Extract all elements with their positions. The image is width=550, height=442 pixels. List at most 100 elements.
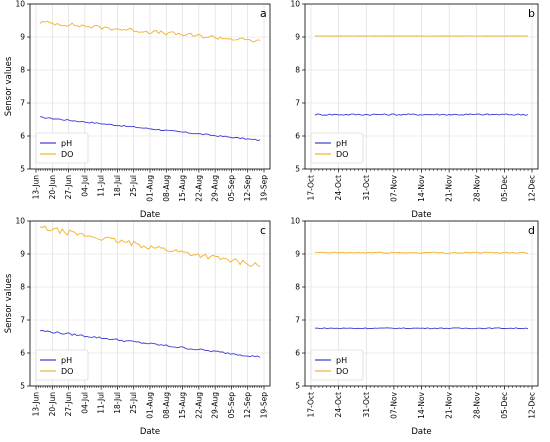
- x-tick-label: 17-Oct: [307, 392, 316, 417]
- x-tick-label: 04-Jul: [80, 392, 89, 414]
- y-tick-label: 8: [20, 66, 25, 75]
- x-axis-title: Date: [411, 427, 431, 437]
- x-tick-label: 22-Aug: [194, 175, 203, 202]
- legend-label-do: DO: [61, 367, 73, 376]
- x-tick-label: 14-Nov: [417, 391, 426, 418]
- legend-box: [310, 132, 364, 164]
- x-tick-label: 08-Aug: [162, 175, 171, 202]
- x-tick-label: 05-Sep: [227, 392, 236, 419]
- x-tick-label: 25-Jul: [129, 392, 138, 414]
- x-tick-label: 13-Jun: [32, 392, 41, 417]
- series-line-do: [39, 20, 261, 43]
- x-tick-label: 20-Jun: [48, 392, 57, 417]
- panel-b: 5 6 7 8 9 10 17-Oct 24-Oct 31-Oct 07-Nov 14-Nov 21-…: [290, 0, 539, 220]
- y-tick-label: 10: [290, 0, 300, 9]
- y-tick-label: 7: [20, 316, 25, 325]
- y-tick-label: 8: [20, 283, 25, 292]
- legend: pH DO: [310, 132, 364, 164]
- y-tick-label: 10: [15, 0, 25, 9]
- y-tick-label: 6: [20, 132, 25, 141]
- x-tick-label: 12-Sep: [243, 175, 252, 202]
- y-axis-title: Sensor values: [4, 273, 14, 333]
- x-tick-label: 27-Jun: [64, 392, 73, 417]
- y-tick-label: 5: [20, 165, 25, 174]
- series-line-ph: [314, 113, 529, 116]
- x-tick-label: 13-Jun: [32, 175, 41, 200]
- x-tick-label: 05-Sep: [227, 175, 236, 202]
- panel-c: 5 6 7 8 9 10 13-Jun 20-Jun 27-Jun 04-Jul 11-Jul 18-…: [4, 217, 271, 437]
- y-tick-label: 9: [20, 250, 25, 259]
- y-tick-label: 9: [295, 250, 300, 259]
- series-line-ph: [314, 327, 529, 330]
- x-tick-label: 04-Jul: [80, 175, 89, 197]
- panel-d: 5 6 7 8 9 10 17-Oct 24-Oct 31-Oct 07-Nov 14-Nov 21-…: [290, 217, 539, 437]
- y-axis-title: Sensor values: [4, 56, 14, 116]
- x-tick-label: 21-Nov: [445, 391, 454, 418]
- legend-label-do: DO: [61, 150, 73, 159]
- legend-box: [35, 349, 89, 381]
- series-line-ph: [39, 329, 261, 358]
- y-tick-label: 7: [20, 99, 25, 108]
- x-tick-label: 01-Aug: [146, 175, 155, 202]
- legend: pH DO: [310, 349, 364, 381]
- y-tick-label: 7: [295, 316, 300, 325]
- x-axis-title: Date: [411, 210, 431, 220]
- x-axis-title: Date: [140, 427, 160, 437]
- x-tick-label: 12-Sep: [243, 392, 252, 419]
- x-tick-label: 11-Jul: [97, 392, 106, 414]
- panel-a: 5 6 7 8 9 10 13-Jun 20-Jun 27-Jun 04-Jul 11-Jul 18-…: [4, 0, 271, 220]
- y-tick-label: 10: [290, 217, 300, 226]
- x-tick-label: 07-Nov: [389, 391, 398, 418]
- legend-label-ph: pH: [61, 356, 72, 365]
- y-tick-label: 9: [295, 33, 300, 42]
- x-tick-label: 28-Nov: [472, 391, 481, 418]
- series-line-do: [314, 251, 529, 254]
- y-tick-label: 5: [20, 382, 25, 391]
- plot-frame: [304, 3, 539, 170]
- y-tick-label: 6: [295, 132, 300, 141]
- x-tick-label: 19-Sep: [260, 175, 269, 202]
- legend-label-ph: pH: [336, 356, 347, 365]
- y-tick-label: 6: [295, 349, 300, 358]
- x-tick-label: 27-Jun: [64, 175, 73, 200]
- y-tick-label: 9: [20, 33, 25, 42]
- legend-label-ph: pH: [61, 139, 72, 148]
- legend-box: [310, 349, 364, 381]
- y-tick-label: 7: [295, 99, 300, 108]
- x-tick-label: 18-Jul: [113, 392, 122, 414]
- x-axis-title: Date: [140, 210, 160, 220]
- legend-label-ph: pH: [336, 139, 347, 148]
- y-tick-label: 6: [20, 349, 25, 358]
- x-tick-label: 12-Dec: [528, 175, 537, 202]
- y-tick-label: 5: [295, 165, 300, 174]
- x-tick-label: 05-Dec: [500, 392, 509, 419]
- y-tick-label: 5: [295, 382, 300, 391]
- panel-letter: c: [260, 224, 266, 237]
- x-tick-label: 21-Nov: [445, 174, 454, 201]
- x-tick-label: 29-Aug: [211, 175, 220, 202]
- x-tick-label: 19-Sep: [260, 392, 269, 419]
- x-tick-label: 01-Aug: [146, 392, 155, 419]
- y-tick-label: 8: [295, 283, 300, 292]
- plot-frame: [29, 220, 271, 387]
- legend: pH DO: [35, 349, 89, 381]
- x-tick-label: 24-Oct: [334, 392, 343, 417]
- panel-letter: b: [528, 7, 535, 20]
- x-tick-label: 24-Oct: [334, 175, 343, 200]
- x-tick-label: 14-Nov: [417, 174, 426, 201]
- legend-label-do: DO: [336, 150, 348, 159]
- legend: pH DO: [35, 132, 89, 164]
- panel-letter: d: [528, 224, 535, 237]
- x-tick-label: 12-Dec: [528, 392, 537, 419]
- series-line-ph: [39, 116, 261, 141]
- x-tick-label: 11-Jul: [97, 175, 106, 197]
- x-tick-label: 18-Jul: [113, 175, 122, 197]
- x-tick-label: 05-Dec: [500, 175, 509, 202]
- x-tick-label: 25-Jul: [129, 175, 138, 197]
- x-tick-label: 07-Nov: [389, 174, 398, 201]
- x-tick-label: 29-Aug: [211, 392, 220, 419]
- x-tick-label: 22-Aug: [194, 392, 203, 419]
- series-line-do: [39, 225, 261, 268]
- x-tick-label: 31-Oct: [362, 175, 371, 200]
- x-tick-label: 15-Aug: [178, 175, 187, 202]
